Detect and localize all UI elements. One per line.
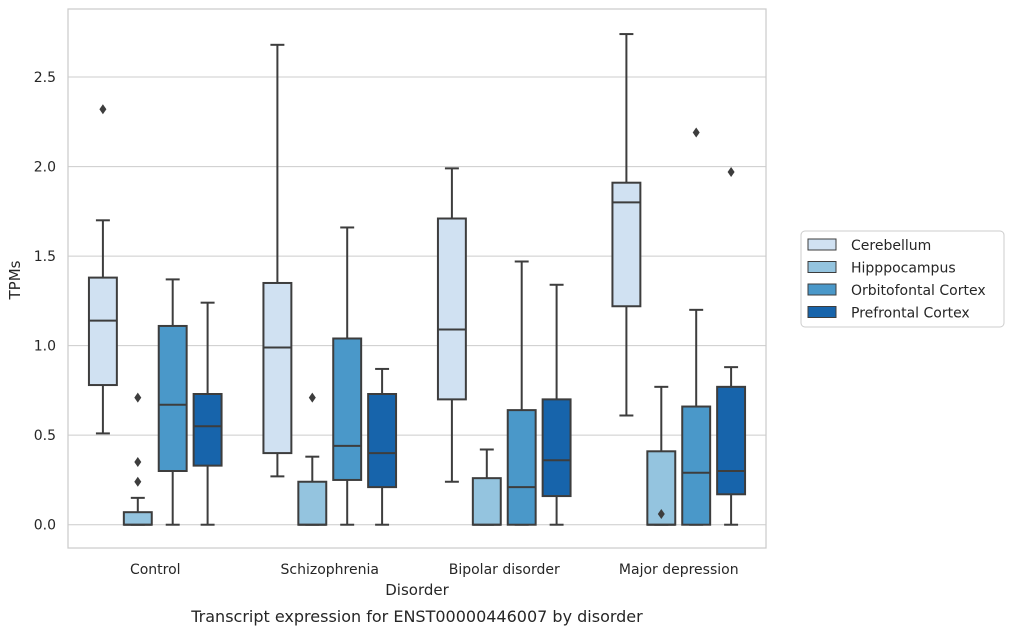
box-hipppocampus [646,385,677,526]
box-body [367,393,398,489]
box-hipppocampus [297,392,328,526]
y-tick-label: 2.0 [34,160,56,176]
box-body [157,324,188,472]
outlier-point [134,476,142,487]
plot-frame [67,8,767,549]
x-tick-label: Bipolar disorder [449,562,560,578]
box-series [87,33,747,526]
y-tick-labels: 0.0 0.5 1.0 1.5 2.0 2.5 [34,70,56,534]
box-prefrontal-cortex [541,283,572,526]
outlier-point [99,104,107,115]
box-hipppocampus [471,448,502,526]
outlier-point [727,166,735,177]
box-cerebellum [87,104,118,435]
x-tick-label: Major depression [619,562,739,578]
box-body [506,409,537,526]
legend-swatch [807,238,837,251]
box-cerebellum [611,33,642,417]
x-tick-labels: Control Schizophrenia Bipolar disorder Majo… [130,562,739,578]
outlier-point [657,508,665,519]
y-tick-label: 2.5 [34,70,56,86]
x-tick-label: Control [130,562,181,578]
box-prefrontal-cortex [367,367,398,526]
box-body [436,217,467,401]
y-tick-label: 1.5 [34,249,56,265]
box-body [192,393,223,467]
box-body [471,477,502,526]
box-body [611,181,642,308]
box-orbitofontal-cortex [332,226,363,526]
y-tick-label: 1.0 [34,339,56,355]
legend-swatch [807,306,837,318]
y-axis-label: TPMs [6,260,24,300]
legend-label: Prefrontal Cortex [851,306,970,322]
x-axis-label: Disorder [385,581,449,599]
box-body [297,480,328,526]
outlier-point [692,127,700,138]
outlier-point [308,392,316,403]
box-prefrontal-cortex [192,301,223,526]
y-tick-label: 0.5 [34,428,56,444]
box-body [122,511,153,526]
box-body [262,281,293,455]
box-body [681,405,712,526]
x-tick-label: Schizophrenia [281,562,379,578]
outlier-point [134,392,142,403]
legend-label: Cerebellum [851,238,931,254]
legend-label: Hipppocampus [851,261,956,277]
box-cerebellum [436,167,467,483]
box-orbitofontal-cortex [681,127,712,526]
y-tick-label: 0.0 [34,518,56,534]
box-hipppocampus [122,392,153,526]
figure-caption: Transcript expression for ENST0000044600… [190,607,643,626]
box-orbitofontal-cortex [157,278,188,526]
box-body [332,337,363,481]
outlier-point [134,457,142,468]
legend-swatch [807,283,837,296]
box-cerebellum [262,43,293,478]
box-body [87,276,118,387]
legend-frame [800,230,1005,328]
box-prefrontal-cortex [716,166,747,526]
legend-label: Orbitofontal Cortex [851,283,986,299]
legend: Cerebellum Hipppocampus Orbitofontal Corte… [800,230,1005,328]
box-body [716,385,747,496]
box-orbitofontal-cortex [506,260,537,526]
legend-swatch [807,261,837,273]
box-body [541,398,572,498]
